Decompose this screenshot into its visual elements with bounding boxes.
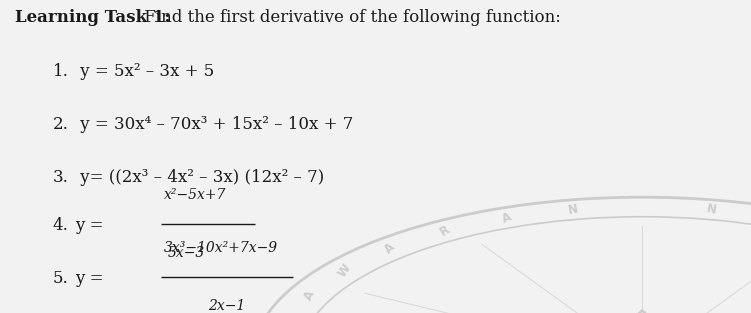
Text: N: N	[567, 203, 579, 217]
Text: 2x−1: 2x−1	[209, 299, 246, 313]
Text: y = 30x⁴ – 70x³ + 15x² – 10x + 7: y = 30x⁴ – 70x³ + 15x² – 10x + 7	[75, 116, 354, 133]
Text: y = 5x² – 3x + 5: y = 5x² – 3x + 5	[75, 63, 214, 80]
Text: 1.: 1.	[53, 63, 68, 80]
Text: 3x³−10x²+7x−9: 3x³−10x²+7x−9	[164, 241, 278, 255]
Text: Learning Task 1:: Learning Task 1:	[15, 9, 170, 26]
Text: 2.: 2.	[53, 116, 68, 133]
Text: 3.: 3.	[53, 169, 68, 186]
Text: A: A	[382, 241, 398, 257]
Text: A: A	[302, 288, 317, 302]
Text: 5x−3: 5x−3	[167, 246, 205, 260]
Text: A: A	[500, 210, 513, 225]
Text: y =: y =	[75, 217, 109, 234]
Text: W: W	[336, 261, 354, 280]
Text: 5.: 5.	[53, 270, 68, 287]
Text: x²−5x+7: x²−5x+7	[164, 188, 226, 202]
Text: y =: y =	[75, 270, 109, 287]
Text: R: R	[438, 223, 452, 239]
Text: Find the first derivative of the following function:: Find the first derivative of the followi…	[139, 9, 561, 26]
Text: N: N	[705, 203, 717, 217]
Text: y= ((2x³ – 4x² – 3x) (12x² – 7): y= ((2x³ – 4x² – 3x) (12x² – 7)	[75, 169, 324, 186]
Text: 4.: 4.	[53, 217, 68, 234]
